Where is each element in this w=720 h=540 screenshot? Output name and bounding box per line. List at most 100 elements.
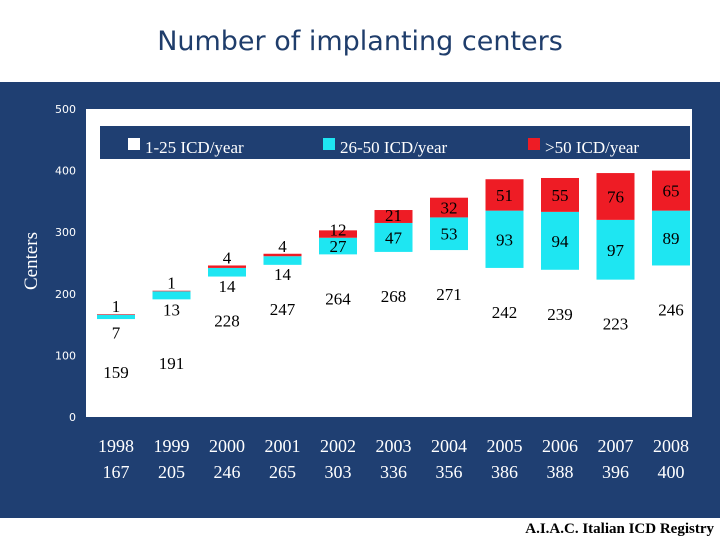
legend-swatch-tier3 — [528, 138, 540, 150]
bar-tier2 — [652, 210, 690, 266]
label-tier1: 239 — [547, 305, 573, 324]
x-tick-label: 2004 — [431, 436, 467, 456]
x-tick-label: 2007 — [598, 436, 634, 456]
bar-tier3 — [485, 179, 524, 211]
label-tier2: 97 — [607, 241, 625, 260]
x-axis-labels: 1998 167 1999 205 2000 246 2001 265 2002 303 2003 3… — [98, 436, 689, 482]
bar-tier2 — [374, 222, 413, 252]
bar-tier1 — [652, 265, 690, 417]
label-tier1: 223 — [603, 315, 629, 334]
x-total-label: 396 — [602, 462, 629, 482]
x-total-label: 205 — [158, 462, 185, 482]
bar-tier2 — [430, 217, 468, 251]
legend-box — [100, 126, 690, 159]
label-tier2: 13 — [163, 300, 180, 319]
label-tier1: 228 — [214, 312, 240, 331]
bar-tier2 — [208, 267, 246, 277]
bar-tier1 — [208, 276, 246, 417]
label-tier1: 271 — [436, 285, 462, 304]
x-tick-label: 2006 — [542, 436, 578, 456]
label-tier3: 32 — [441, 199, 458, 218]
y-tick-label: 400 — [55, 165, 76, 178]
bar-tier3 — [208, 265, 246, 268]
bar-tier1 — [596, 279, 635, 417]
legend-label-tier2: 26-50 ICD/year — [340, 138, 448, 157]
x-total-label: 388 — [547, 462, 574, 482]
y-axis-ticks: 0 100 200 300 400 500 — [55, 103, 76, 424]
y-tick-label: 300 — [55, 226, 76, 239]
bar-tier2 — [263, 256, 302, 265]
y-tick-label: 500 — [55, 103, 76, 116]
bar-tier1 — [430, 250, 468, 417]
y-tick-label: 200 — [55, 288, 76, 301]
x-tick-label: 2003 — [376, 436, 412, 456]
label-tier2: 7 — [112, 324, 121, 343]
x-total-label: 303 — [325, 462, 352, 482]
label-tier1: 246 — [658, 300, 684, 319]
label-tier3: 65 — [663, 182, 680, 201]
bar-tier2 — [541, 211, 579, 270]
label-tier3: 12 — [330, 221, 347, 240]
label-tier1: 159 — [103, 363, 129, 382]
x-total-label: 167 — [103, 462, 130, 482]
bar-tier3 — [430, 197, 468, 218]
x-total-label: 386 — [491, 462, 518, 482]
label-tier3: 1 — [112, 297, 121, 316]
x-tick-label: 1999 — [154, 436, 190, 456]
slide-title: Number of implanting centers — [0, 0, 720, 82]
bar-tier3 — [374, 210, 413, 223]
label-tier3: 1 — [167, 274, 176, 293]
bar-tier1 — [263, 264, 302, 417]
x-tick-label: 2005 — [487, 436, 523, 456]
label-tier2: 47 — [385, 228, 403, 247]
x-total-label: 336 — [380, 462, 407, 482]
bar-tier2 — [596, 219, 635, 280]
bar-tier1 — [152, 299, 191, 417]
source-label: A.I.A.C. Italian ICD Registry — [525, 521, 714, 537]
legend-label-tier1: 1-25 ICD/year — [145, 138, 244, 157]
bar-tier3 — [263, 253, 302, 257]
label-tier2: 93 — [496, 230, 513, 249]
bar-tier1 — [541, 269, 579, 417]
bar-tier3 — [319, 230, 357, 238]
bar-tier2 — [97, 314, 135, 320]
x-total-label: 400 — [658, 462, 685, 482]
x-tick-label: 2000 — [209, 436, 245, 456]
label-tier3: 76 — [607, 187, 624, 206]
label-tier3: 4 — [223, 248, 232, 267]
x-total-label: 246 — [214, 462, 241, 482]
label-tier2: 14 — [219, 277, 237, 296]
y-axis-label: Centers — [21, 232, 42, 290]
bar-tier1 — [374, 251, 413, 417]
x-tick-label: 2002 — [320, 436, 356, 456]
y-tick-label: 100 — [55, 349, 76, 362]
bar-tier2 — [152, 291, 191, 300]
legend-swatch-tier2 — [323, 138, 335, 150]
label-tier3: 51 — [496, 186, 513, 205]
label-tier2: 53 — [441, 225, 458, 244]
bar-tier3 — [652, 170, 690, 211]
bar-tier2 — [485, 210, 524, 268]
bar-tier1 — [97, 319, 135, 417]
label-tier2: 27 — [330, 237, 348, 256]
bar-tier3 — [97, 314, 135, 315]
label-tier1: 247 — [270, 300, 296, 319]
label-tier1: 268 — [381, 287, 407, 306]
x-tick-label: 2008 — [653, 436, 689, 456]
label-tier3: 21 — [385, 206, 402, 225]
label-tier3: 55 — [552, 186, 569, 205]
bar-tier1 — [319, 254, 357, 417]
label-tier2: 94 — [552, 232, 570, 251]
y-tick-label: 0 — [69, 411, 76, 424]
label-tier2: 14 — [274, 265, 292, 284]
bar-tier2 — [319, 237, 357, 255]
label-tier1: 264 — [325, 289, 351, 308]
bar-tier3 — [541, 177, 579, 212]
label-tier3: 4 — [278, 237, 287, 256]
legend-swatch-tier1 — [128, 138, 140, 150]
legend-label-tier3: >50 ICD/year — [545, 138, 639, 157]
x-tick-label: 1998 — [98, 436, 134, 456]
label-tier2: 89 — [663, 229, 680, 248]
